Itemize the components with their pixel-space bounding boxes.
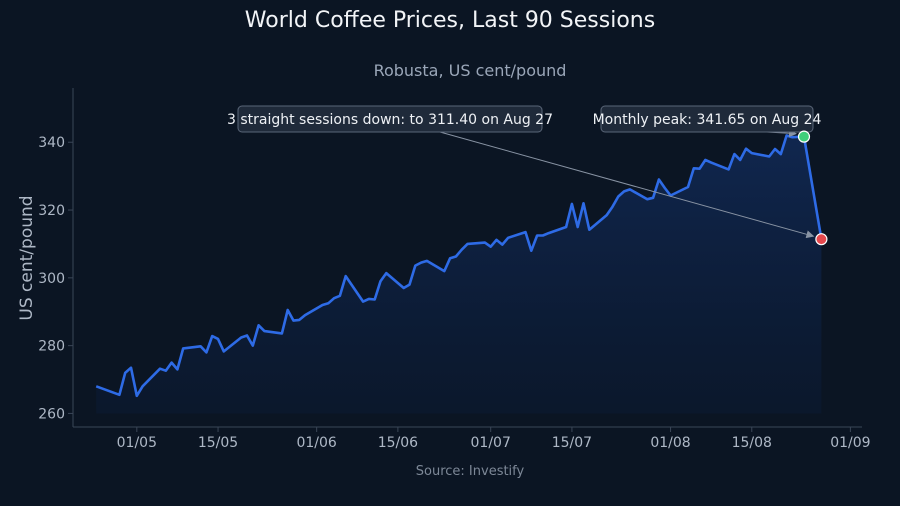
- y-tick-label: 260: [38, 406, 65, 422]
- y-tick-label: 320: [38, 203, 65, 219]
- y-tick-label: 340: [38, 135, 65, 151]
- chart-subtitle: Robusta, US cent/pound: [374, 61, 567, 80]
- y-axis-label: US cent/pound: [17, 195, 37, 320]
- annotation-box: [600, 105, 814, 133]
- x-tick-label: 15/08: [732, 435, 772, 451]
- series-area: [96, 135, 822, 414]
- annotation-label: Monthly peak: 341.65 on Aug 24: [593, 112, 822, 128]
- x-tick-label: 01/05: [117, 435, 157, 451]
- x-tick-label: 01/07: [471, 435, 511, 451]
- annotation-label: 3 straight sessions down: to 311.40 on A…: [227, 112, 553, 128]
- x-tick-label: 01/08: [650, 435, 690, 451]
- x-tick-label: 15/07: [552, 435, 592, 451]
- series-line: [95, 134, 823, 398]
- x-tick-label: 15/06: [378, 435, 418, 451]
- annotation-box: [237, 105, 543, 133]
- last-point: [815, 233, 828, 246]
- annotation-arrow: [439, 131, 815, 239]
- x-tick-label: 01/09: [830, 435, 870, 451]
- y-tick-label: 300: [38, 271, 65, 287]
- source-note: Source: Investify: [416, 464, 525, 479]
- chart-title: World Coffee Prices, Last 90 Sessions: [245, 8, 655, 33]
- plot-area: 260 280 300 320 340 01/05 15/05 01/06 15/06 01/07…: [38, 88, 871, 451]
- x-tick-label: 15/05: [198, 435, 238, 451]
- x-tick-label: 01/06: [296, 435, 336, 451]
- y-tick-label: 280: [38, 339, 65, 355]
- peak-point: [797, 130, 811, 143]
